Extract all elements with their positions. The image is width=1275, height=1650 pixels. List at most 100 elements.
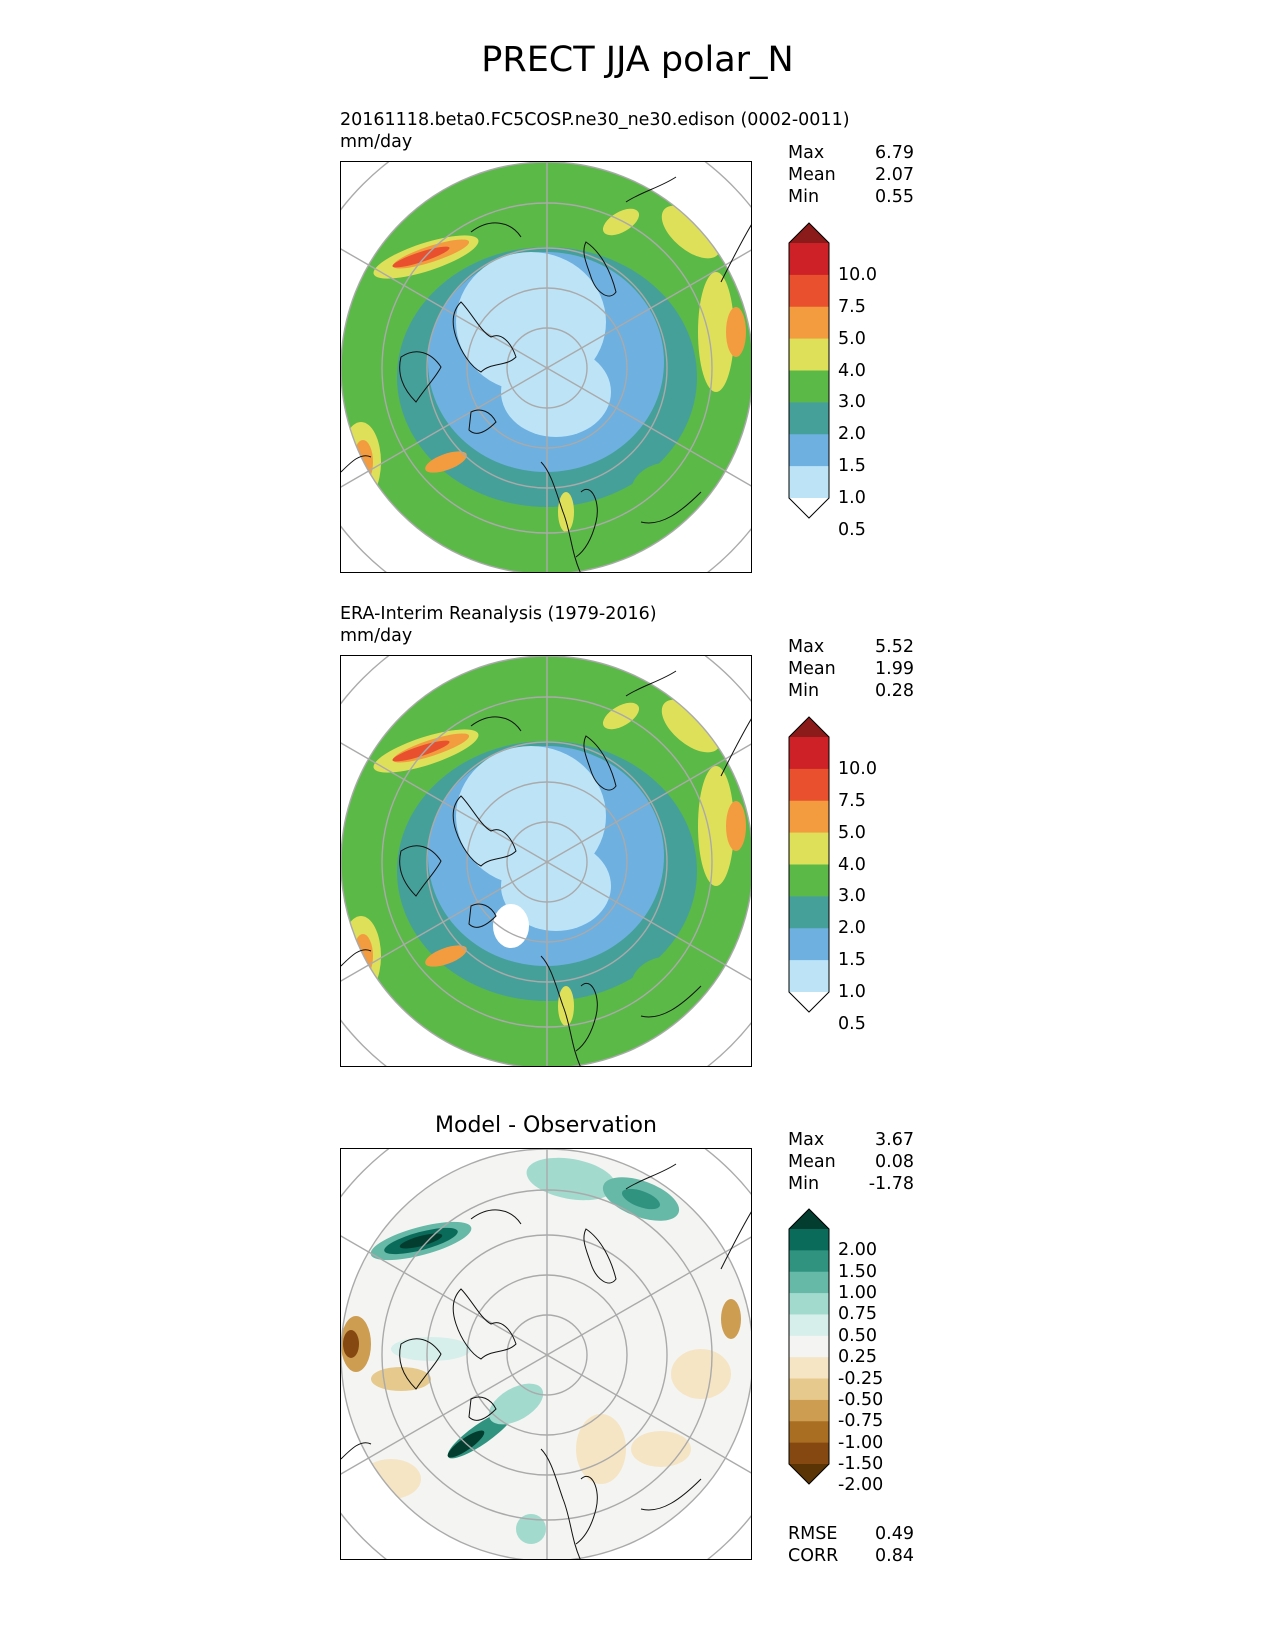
field-contour — [671, 1349, 731, 1399]
colorbar-swatch — [789, 768, 829, 802]
coastline-segment — [583, 241, 617, 297]
panel-3-metrics: RMSE 0.49 CORR 0.84 — [788, 1523, 914, 1567]
coastline-segment — [452, 301, 517, 373]
colorbar-tick-label: 3.0 — [838, 392, 866, 413]
coastline-segment — [540, 955, 581, 1066]
colorbar-tick-label: -1.00 — [838, 1432, 884, 1453]
coastline-segment — [640, 491, 702, 524]
colorbar-tick-label: 1.50 — [838, 1261, 877, 1282]
coastline-segment — [583, 735, 617, 791]
colorbar-tick-label: 3.0 — [838, 886, 866, 907]
field-contour — [576, 1414, 626, 1484]
colorbar-swatch — [789, 800, 829, 834]
figure-title: PRECT JJA polar_N — [481, 40, 794, 80]
colorbar-swatch — [789, 243, 829, 276]
coastlines — [341, 670, 751, 1066]
panel-3-map — [340, 1148, 752, 1560]
coastline-segment — [575, 983, 598, 1052]
colorbar-extend-min — [789, 1464, 829, 1484]
colorbar-tick-label: 10.0 — [838, 264, 877, 285]
colorbar-tick-label: 1.5 — [838, 456, 866, 477]
coastline-segment — [625, 176, 677, 203]
coastline-segment — [341, 455, 372, 473]
polar-map-difference — [341, 1149, 751, 1559]
coastline-segment — [540, 1448, 581, 1559]
colorbar-tick-label: -0.50 — [838, 1389, 884, 1410]
stat-mean: Mean 2.07 — [788, 165, 914, 185]
colorbar-tick-label: 2.00 — [838, 1240, 877, 1261]
field-contour — [602, 208, 640, 236]
colorbar-tick-label: 5.0 — [838, 822, 866, 843]
field-contour — [343, 1330, 359, 1358]
panel-1-units: mm/day — [340, 132, 413, 152]
colorbar-swatch — [789, 1378, 829, 1401]
colorbar-swatch — [789, 1271, 829, 1294]
colorbar-extend-max — [789, 223, 829, 243]
colorbar-swatch — [789, 928, 829, 961]
colorbar-tick-label: 4.0 — [838, 854, 866, 875]
coastline-segment — [399, 351, 442, 403]
colorbar-extend-min — [789, 498, 829, 518]
field-contour — [698, 766, 734, 886]
field-contour — [516, 1514, 546, 1544]
colorbar-swatch — [789, 1399, 829, 1422]
panel-1-label: 20161118.beta0.FC5COSP.ne30_ne30.edison … — [340, 110, 850, 130]
coastline-segment — [720, 1211, 751, 1270]
colorbar-tick-label: 2.0 — [838, 424, 866, 445]
stat-min: Min 0.55 — [788, 187, 914, 207]
field-contour — [558, 492, 574, 532]
field-contour — [698, 272, 734, 392]
coastline-segment — [468, 409, 497, 434]
colorbar-swatch — [789, 1250, 829, 1273]
colorbar-tick-label: 5.0 — [838, 328, 866, 349]
colorbar-tick-label: -1.50 — [838, 1454, 884, 1474]
colorbar-swatch — [789, 370, 829, 403]
panel-1-colorbar: 10.0 7.5 5.0 4.0 3.0 2.0 1.5 1.0 0.5 — [788, 222, 928, 540]
colorbar-tick-label: 0.5 — [838, 1013, 866, 1034]
colorbar-extend-max — [789, 717, 829, 737]
coastline-segment — [468, 1396, 497, 1421]
coastline-segment — [468, 903, 497, 928]
colorbar-tick-label: 0.25 — [838, 1347, 877, 1368]
polar-map-reference — [341, 656, 751, 1066]
colorbar-tick-label: 10.0 — [838, 758, 877, 779]
stat-mean: Mean 0.08 — [788, 1152, 914, 1172]
field-contour — [721, 1299, 741, 1339]
colorbar-swatch — [789, 434, 829, 467]
colorbar-tick-label: -0.25 — [838, 1368, 884, 1389]
polar-map-test — [341, 162, 751, 572]
graticule — [341, 656, 751, 1066]
panel-2-label: ERA-Interim Reanalysis (1979-2016) — [340, 604, 657, 624]
colorbar-swatch — [789, 306, 829, 340]
field-contour — [661, 205, 721, 259]
colorbar-swatch — [789, 1335, 829, 1358]
coastline-segment — [399, 845, 442, 897]
coastline-segment — [625, 1163, 677, 1190]
coastline-segment — [470, 222, 522, 238]
colorbar-swatch — [789, 1442, 829, 1465]
colorbar-swatch — [789, 832, 829, 866]
colorbar-extend-min — [789, 992, 829, 1012]
coastlines — [341, 1163, 751, 1559]
coastline-segment — [583, 1228, 617, 1284]
colorbar-swatch — [789, 1357, 829, 1380]
coastlines — [341, 176, 751, 572]
coastline-segment — [470, 1209, 522, 1225]
field-contour — [622, 1188, 660, 1210]
field-contour — [391, 1337, 471, 1361]
panel-1-map — [340, 161, 752, 573]
colorbar-tick-label: 0.50 — [838, 1325, 877, 1346]
metric-rmse: RMSE 0.49 — [788, 1524, 914, 1544]
colorbar-swatch — [789, 960, 829, 993]
colorbar-tick-label: 1.0 — [838, 488, 866, 508]
coastline-segment — [452, 1288, 517, 1360]
coastline-segment — [640, 1478, 702, 1511]
coastline-segment — [640, 985, 702, 1018]
coastline-segment — [540, 461, 581, 572]
coastline-segment — [341, 1442, 372, 1460]
coastline-segment — [625, 670, 677, 697]
coastline-segment — [720, 224, 751, 283]
colorbar-swatch — [789, 466, 829, 499]
stat-max: Max 5.52 — [788, 637, 914, 657]
colorbar-swatch — [789, 1293, 829, 1316]
